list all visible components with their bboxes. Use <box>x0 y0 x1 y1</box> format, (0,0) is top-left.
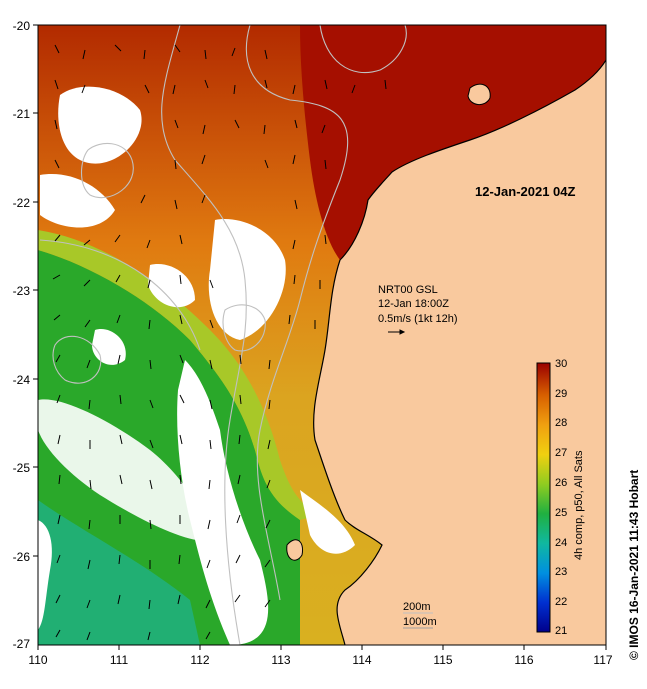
colorbar-tick: 21 <box>555 625 567 637</box>
cool-core-region <box>38 500 200 645</box>
x-tick-label: 115 <box>433 653 452 667</box>
x-axis-labels: 110 111 112 113 114 115 116 117 <box>28 653 612 667</box>
current-info-source: NRT00 GSL <box>378 284 438 296</box>
x-tick-label: 117 <box>593 653 612 667</box>
colorbar-tick: 26 <box>555 477 567 489</box>
axis-ticks <box>33 24 607 650</box>
y-tick-label: -23 <box>13 284 31 298</box>
y-tick-label: -21 <box>13 107 31 121</box>
credit-text: © IMOS 16-Jan-2021 11:43 Hobart <box>627 470 641 660</box>
land-australia <box>313 25 606 645</box>
colorbar-tick: 25 <box>555 507 567 519</box>
colorbar-tick: 30 <box>555 358 567 370</box>
colorbar-tick: 29 <box>555 388 567 400</box>
mild-water-region <box>38 230 320 520</box>
coastline <box>313 59 606 645</box>
current-vectors <box>52 44 387 641</box>
colorbar-tick: 28 <box>555 417 567 429</box>
y-tick-label: -22 <box>13 196 31 210</box>
current-info: NRT00 GSL 12-Jan 18:00Z 0.5m/s (1kt 12h) <box>378 284 457 325</box>
y-axis-labels: -20 -21 -22 -23 -24 -25 -26 -27 <box>13 19 31 651</box>
contour-label-200m: 200m <box>403 601 431 613</box>
colorbar-tick: 27 <box>555 447 567 459</box>
bathymetry-contours <box>39 25 407 645</box>
map-timestamp: 12-Jan-2021 04Z <box>475 184 576 199</box>
island <box>467 83 491 105</box>
x-tick-label: 112 <box>190 653 209 667</box>
colorbar-gradient <box>536 362 551 633</box>
y-tick-label: -26 <box>13 550 31 564</box>
warm-coastal-region <box>300 25 606 260</box>
x-tick-label: 114 <box>352 653 371 667</box>
y-tick-label: -25 <box>13 461 31 475</box>
current-info-scale: 0.5m/s (1kt 12h) <box>378 313 457 325</box>
colorbar-tick: 23 <box>555 566 567 578</box>
x-tick-label: 111 <box>110 653 129 667</box>
x-tick-label: 113 <box>271 653 290 667</box>
colorbar-label: 4h comp, p50, All Sats <box>573 450 585 560</box>
y-tick-label: -20 <box>13 19 31 33</box>
x-tick-label: 110 <box>28 653 47 667</box>
map-frame <box>37 24 607 646</box>
y-tick-label: -27 <box>13 637 31 651</box>
island <box>286 539 304 561</box>
map-plot <box>38 25 606 645</box>
current-info-time: 12-Jan 18:00Z <box>378 298 449 310</box>
x-tick-label: 116 <box>514 653 533 667</box>
contour-legend: 200m 1000m <box>403 601 437 629</box>
contour-label-1000m: 1000m <box>403 616 437 628</box>
scale-arrow-icon <box>388 329 406 335</box>
colorbar: 30 29 28 27 26 25 24 23 22 21 4h comp, p… <box>536 358 585 637</box>
y-tick-label: -24 <box>13 373 31 387</box>
colorbar-tick: 24 <box>555 537 567 549</box>
colorbar-tick: 22 <box>555 596 567 608</box>
